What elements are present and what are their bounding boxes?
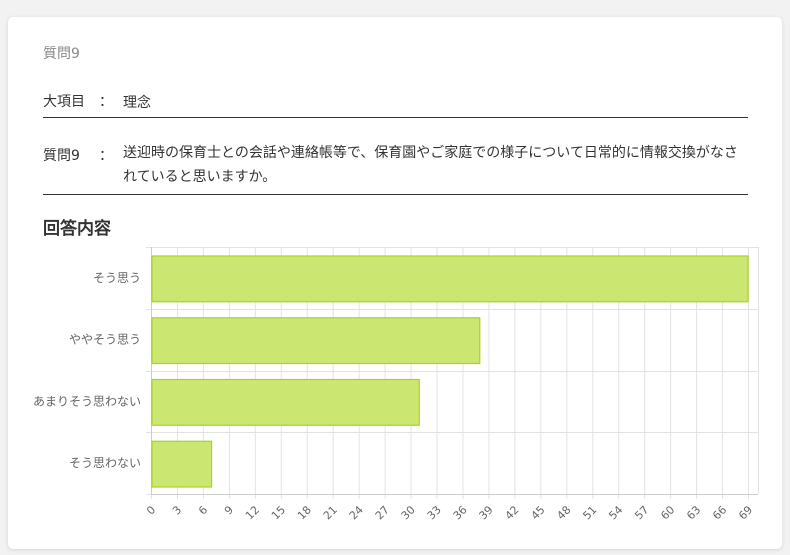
question-text: 送迎時の保育士との会話や連絡帳等で、保育園やご家庭での様子について日常的に情報交… — [123, 145, 738, 185]
x-tick-label: 6 — [196, 503, 210, 517]
x-tick-label: 9 — [222, 503, 236, 517]
x-tick-label: 21 — [321, 503, 340, 522]
x-tick-label: 63 — [684, 503, 703, 522]
category-label: ややそう思う — [69, 333, 141, 347]
x-tick-label: 48 — [554, 503, 573, 522]
category-colon: ： — [99, 94, 113, 110]
x-tick-label: 27 — [373, 503, 392, 522]
x-tick-label: 69 — [736, 503, 755, 522]
bar — [151, 255, 749, 303]
x-tick-label: 18 — [295, 503, 314, 522]
category-value: 理念 — [123, 95, 151, 111]
question-header: 質問9 — [43, 46, 80, 62]
x-tick-label: 24 — [347, 503, 366, 522]
x-tick-label: 66 — [710, 503, 729, 522]
x-tick-label: 45 — [528, 503, 547, 522]
question-label: 質問9 — [43, 148, 80, 164]
bar — [151, 440, 213, 488]
x-tick-label: 36 — [451, 503, 470, 522]
bar — [151, 317, 481, 365]
x-tick-label: 51 — [580, 503, 599, 522]
x-tick-label: 12 — [243, 503, 262, 522]
x-tick-label: 33 — [425, 503, 444, 522]
question-colon: ： — [99, 148, 113, 164]
x-tick-label: 0 — [144, 503, 158, 517]
x-tick-label: 30 — [399, 503, 418, 522]
category-label: そう思わない — [69, 456, 141, 470]
category-row: 大項目 ： 理念 — [43, 87, 748, 118]
category-label: 大項目 — [43, 94, 85, 110]
question-row: 質問9 ： 送迎時の保育士との会話や連絡帳等で、保育園やご家庭での様子について日… — [43, 141, 748, 195]
x-tick-label: 54 — [606, 503, 625, 522]
category-label: あまりそう思わない — [33, 394, 141, 408]
x-tick-label: 42 — [503, 503, 522, 522]
x-tick-label: 39 — [477, 503, 496, 522]
x-tick-label: 57 — [632, 503, 651, 522]
category-label: そう思う — [93, 271, 141, 285]
bar — [151, 378, 420, 426]
x-tick-label: 3 — [170, 503, 184, 517]
x-tick-label: 15 — [269, 503, 288, 522]
x-tick-label: 60 — [658, 503, 677, 522]
answer-section-title: 回答内容 — [43, 219, 111, 239]
